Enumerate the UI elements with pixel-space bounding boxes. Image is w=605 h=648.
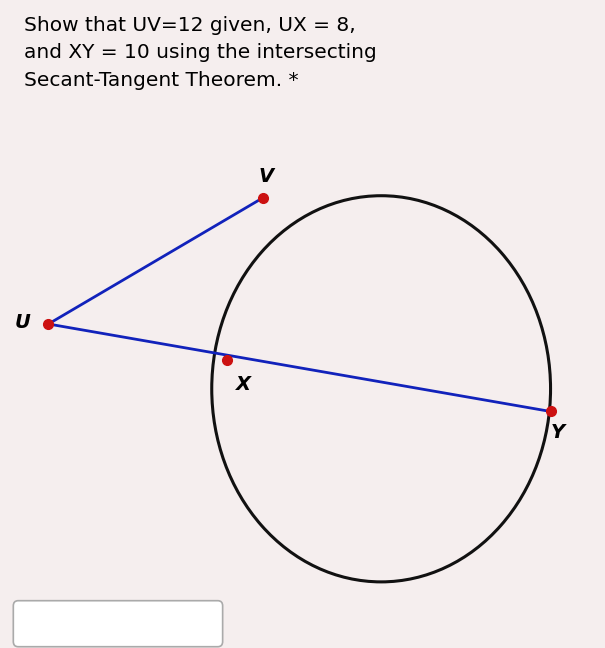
Text: Y: Y — [551, 422, 565, 442]
Text: X: X — [237, 375, 251, 394]
Text: Show that UV=12 given, UX = 8,
and XY = 10 using the intersecting
Secant-Tangent: Show that UV=12 given, UX = 8, and XY = … — [24, 16, 377, 89]
Text: U: U — [15, 312, 31, 332]
Text: V: V — [259, 167, 273, 187]
FancyBboxPatch shape — [13, 601, 223, 647]
